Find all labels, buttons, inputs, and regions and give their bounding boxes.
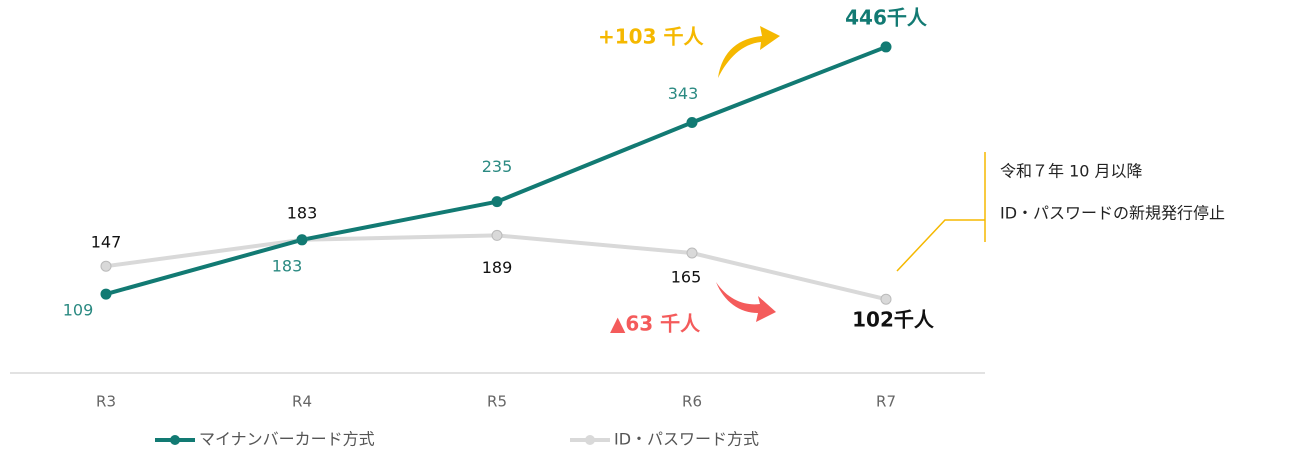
data-label: 235 [482,157,513,176]
point [880,41,892,53]
x-tick-label: R5 [487,393,507,411]
legend-label: ID・パスワード方式 [614,430,759,449]
point [296,234,308,246]
data-label: 109 [63,301,94,320]
data-label: 189 [482,258,513,277]
x-tick-label: R6 [682,393,702,411]
annotation: +103 千人 [598,25,704,49]
x-tick-label: R3 [96,393,116,411]
down-arrow [716,282,776,322]
annotation: 令和７年 10 月以降 [1000,162,1143,181]
legend-dot [585,435,595,445]
point [491,196,503,208]
x-tick-label: R7 [876,393,896,411]
legend-dot [170,435,180,445]
data-label: 147 [91,233,122,252]
annotation: ID・パスワードの新規発行停止 [1000,204,1225,223]
data-label: 183 [287,203,318,222]
up-arrow [718,26,780,78]
data-label: 183 [272,256,303,275]
point [491,229,503,241]
data-label: 102千人 [852,308,935,332]
point [880,293,892,305]
point [100,260,112,272]
point [686,247,698,259]
callout-line [896,219,985,272]
point [100,288,112,300]
point [686,116,698,128]
data-label: 446千人 [845,5,928,29]
legend-label: マイナンバーカード方式 [199,430,375,449]
data-label: 343 [668,84,699,103]
annotation: ▲63 千人 [610,312,701,336]
data-label: 165 [671,268,702,287]
x-tick-label: R4 [292,393,312,411]
